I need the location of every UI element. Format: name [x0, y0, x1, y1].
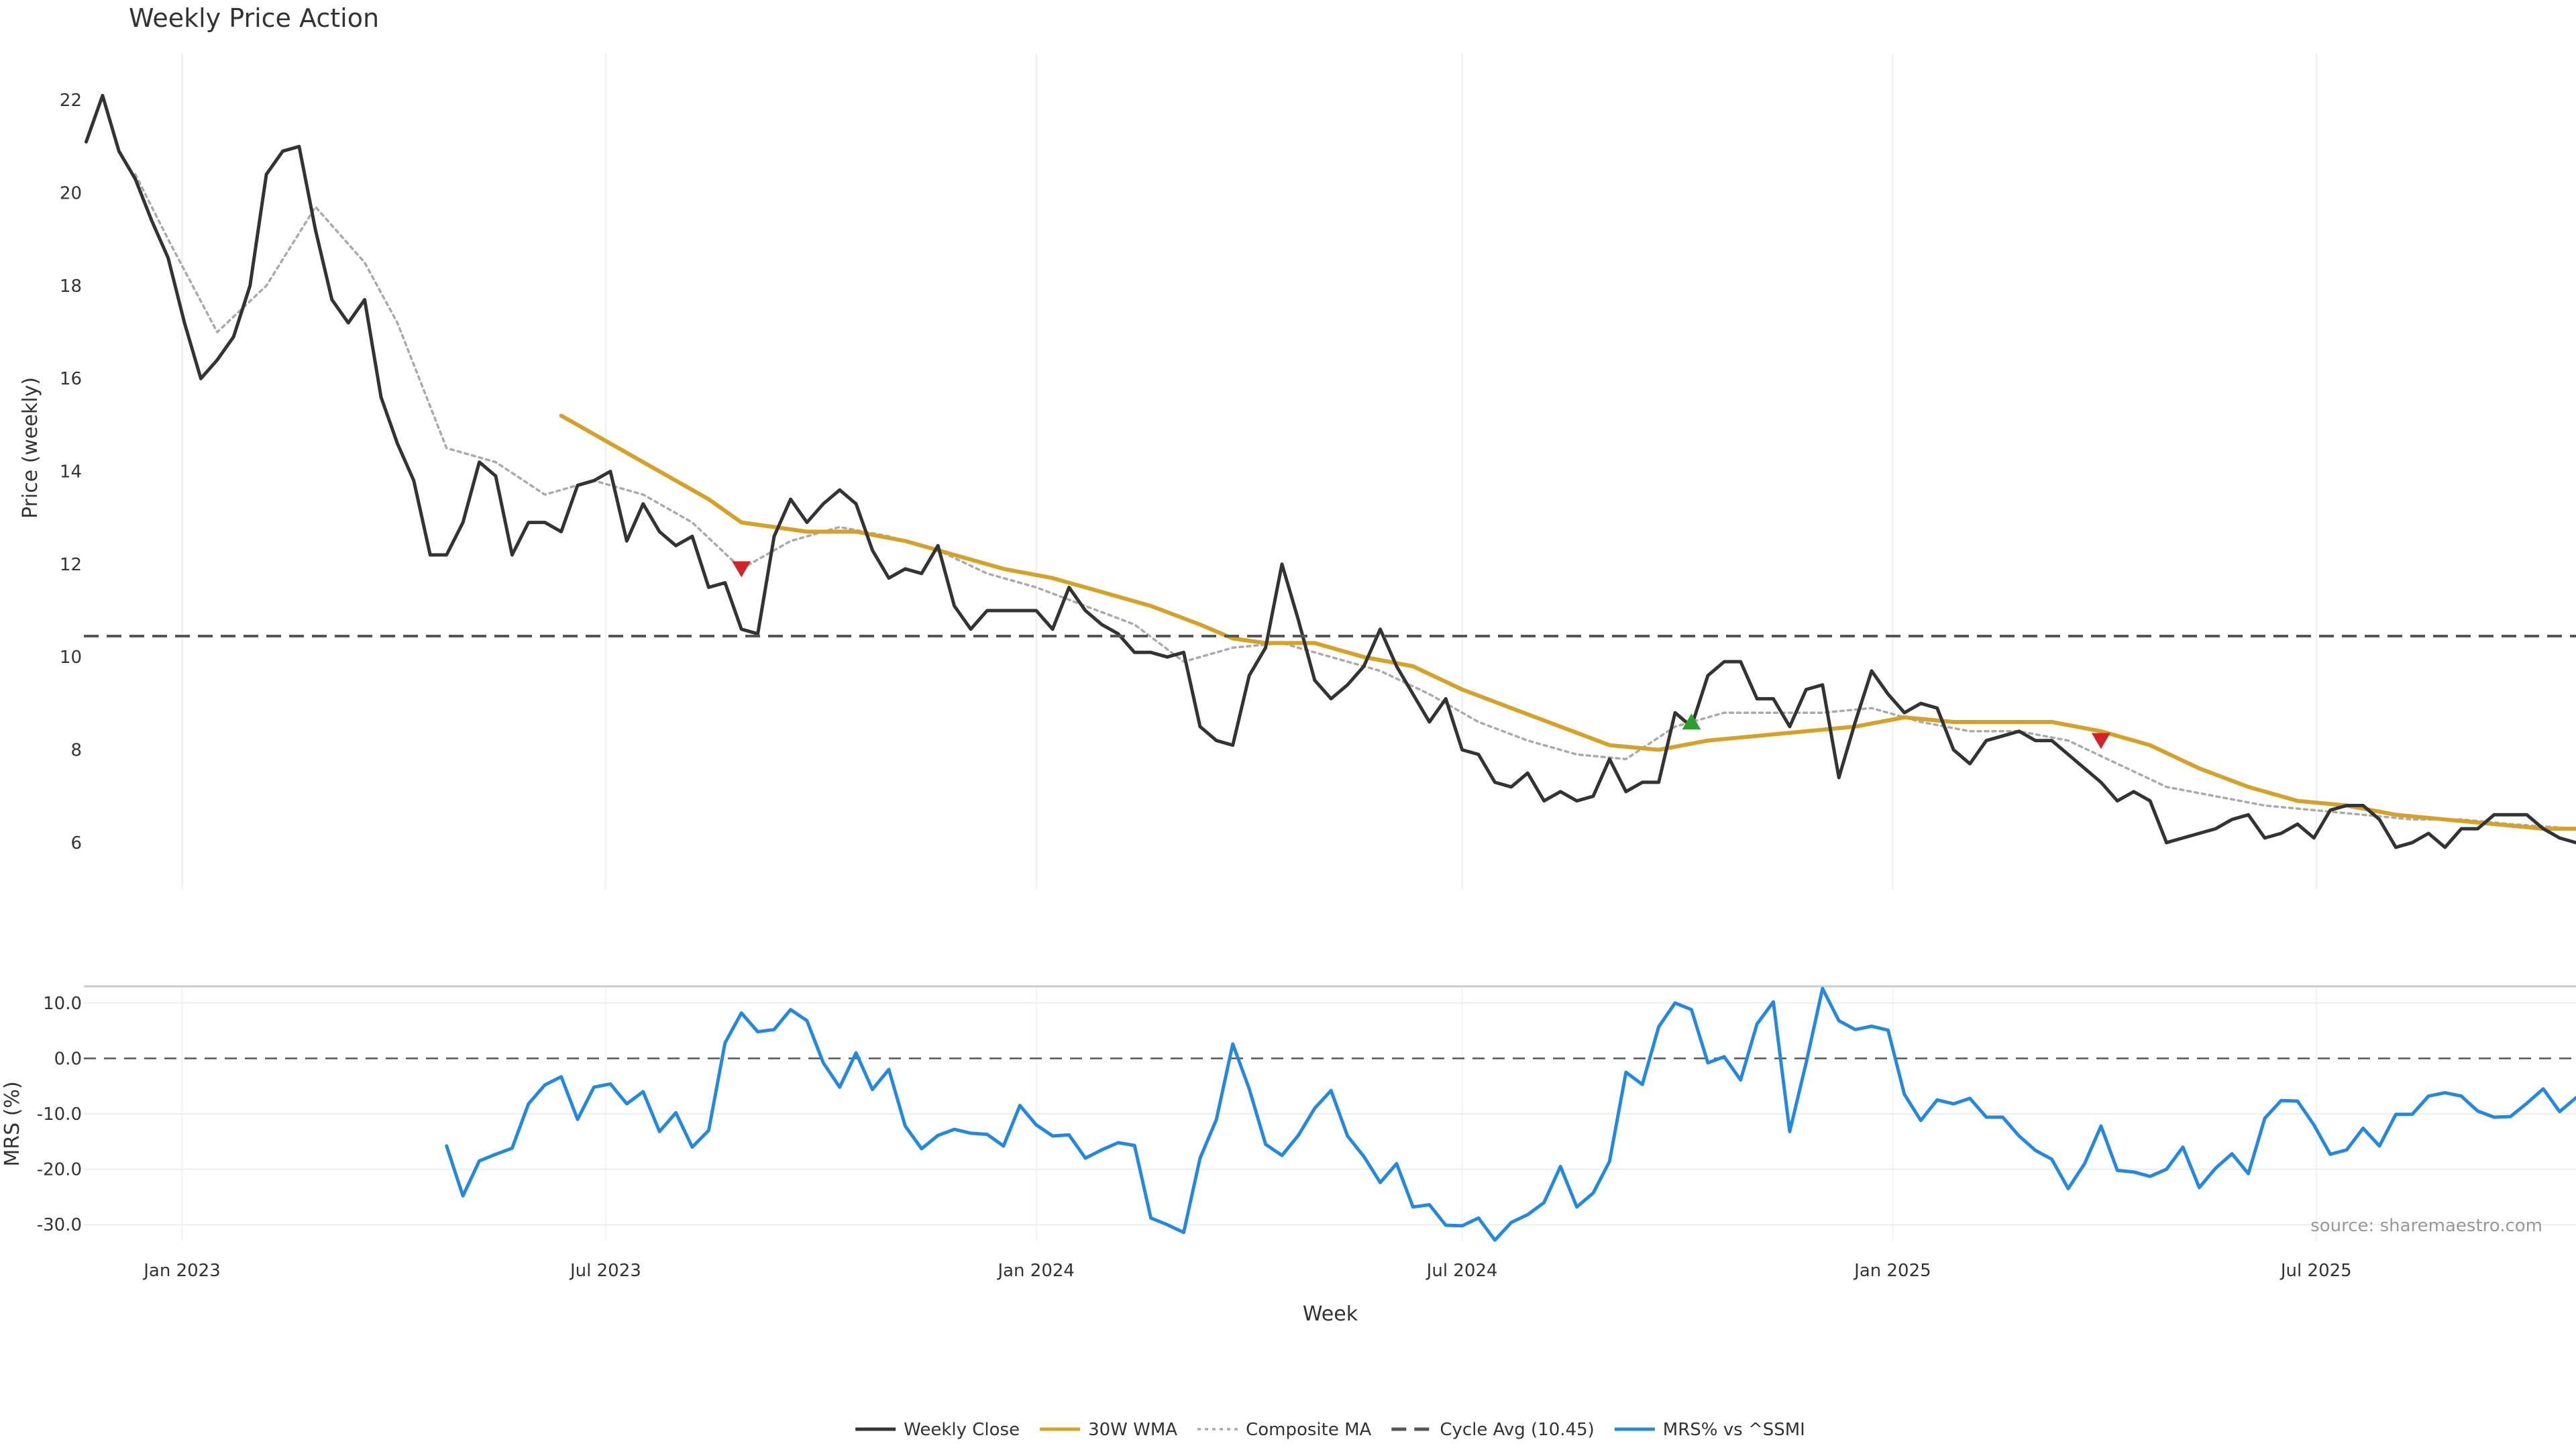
mrs-y-tick-label: 10.0: [43, 994, 82, 1014]
mrs-panel: 10.0 0.0 -10.0 -20.0 -30.0 MRS (%): [1, 986, 2576, 1241]
mrs-y-tick-label: -10.0: [37, 1104, 82, 1125]
mrs-y-axis-title: MRS (%): [1, 1081, 24, 1166]
sell-marker: [732, 562, 751, 578]
price-y-tick-label: 16: [60, 369, 82, 389]
mrs-y-tick-label: -20.0: [37, 1160, 82, 1180]
price-y-tick-label: 6: [70, 833, 82, 853]
x-axis-title: Week: [1303, 1302, 1358, 1326]
price-y-tick-label: 22: [60, 91, 82, 111]
x-axis: Jan 2023 Jul 2023 Jan 2024 Jul 2024 Jan 2025…: [142, 1261, 2351, 1281]
mrs-y-tick-label: -30.0: [37, 1215, 82, 1235]
price-y-tick-label: 8: [70, 741, 82, 761]
x-tick-label: Jul 2023: [569, 1261, 641, 1281]
price-y-tick-label: 18: [60, 276, 82, 297]
legend-item-label: 30W WMA: [1088, 1420, 1177, 1440]
price-panel: 6 8 10 12 14 16 18 20 22 Price (weekly): [19, 54, 2576, 889]
price-series-30w-wma: [561, 416, 2576, 829]
x-tick-label: Jan 2025: [1853, 1261, 1931, 1281]
price-y-tick-label: 12: [60, 555, 82, 575]
sell-marker: [2092, 733, 2110, 749]
legend: Weekly Close 30W WMA Composite MA Cycle Avg…: [855, 1420, 1805, 1440]
legend-item-label: Weekly Close: [904, 1420, 1020, 1440]
chart-title: Weekly Price Action: [129, 3, 379, 33]
legend-item-label: MRS% vs ^SSMI: [1663, 1420, 1805, 1440]
price-y-axis-title: Price (weekly): [19, 377, 42, 519]
price-y-tick-label: 10: [60, 647, 82, 668]
x-tick-label: Jul 2025: [2279, 1261, 2352, 1281]
x-tick-label: Jan 2024: [996, 1261, 1075, 1281]
x-tick-label: Jul 2024: [1426, 1261, 1498, 1281]
mrs-y-tick-label: 0.0: [54, 1049, 82, 1069]
price-series-weekly-close: [87, 95, 2576, 847]
price-y-tick-label: 14: [60, 462, 82, 482]
price-y-tick-label: 20: [60, 184, 82, 204]
x-tick-label: Jan 2023: [142, 1261, 221, 1281]
source-label: source: sharemaestro.com: [2310, 1216, 2542, 1236]
legend-item-label: Composite MA: [1246, 1420, 1371, 1440]
legend-item-label: Cycle Avg (10.45): [1440, 1420, 1594, 1440]
